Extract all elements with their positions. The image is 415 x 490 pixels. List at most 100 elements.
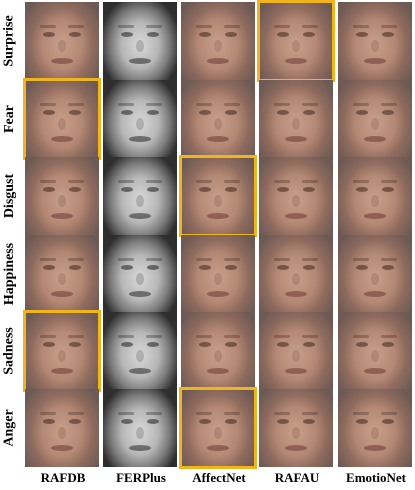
nose-shape — [136, 350, 144, 362]
nose-shape — [214, 273, 222, 285]
eye-shape — [382, 419, 394, 424]
face-disgust-ferplus — [103, 157, 177, 235]
nose-shape — [292, 195, 300, 207]
nose-shape — [214, 40, 222, 52]
nose-shape — [371, 118, 379, 130]
brow-shape — [381, 335, 397, 338]
nose-shape — [292, 273, 300, 285]
face-disgust-rafau — [259, 157, 333, 235]
face-sadness-affectnet — [181, 312, 255, 390]
eye-shape — [69, 265, 81, 270]
brow-shape — [274, 412, 290, 415]
brow-shape — [274, 335, 290, 338]
brow-shape — [146, 180, 162, 183]
eye-shape — [277, 265, 289, 270]
mouth-shape — [285, 58, 307, 64]
mouth-shape — [207, 136, 229, 142]
mouth-shape — [207, 291, 229, 297]
eye-shape — [147, 419, 159, 424]
brow-shape — [274, 103, 290, 106]
mouth-shape — [285, 368, 307, 374]
eye-shape — [356, 342, 368, 347]
eye-shape — [382, 265, 394, 270]
brow-shape — [381, 258, 397, 261]
brow-shape — [274, 25, 290, 28]
eye-shape — [303, 419, 315, 424]
eye-shape — [43, 32, 55, 37]
eye-shape — [69, 342, 81, 347]
eye-shape — [277, 110, 289, 115]
face-happiness-rafdb — [25, 235, 99, 313]
mouth-shape — [285, 445, 307, 451]
eye-shape — [147, 32, 159, 37]
mouth-shape — [207, 445, 229, 451]
brow-shape — [68, 412, 84, 415]
brow-shape — [118, 412, 134, 415]
face-fear-rafdb — [23, 78, 101, 160]
brow-shape — [68, 335, 84, 338]
eye-shape — [199, 110, 211, 115]
mouth-shape — [129, 368, 151, 374]
face-anger-ferplus — [103, 389, 177, 467]
row-label-surprise: Surprise — [2, 15, 17, 67]
brow-shape — [274, 258, 290, 261]
nose-shape — [214, 118, 222, 130]
nose-shape — [58, 118, 66, 130]
brow-shape — [274, 180, 290, 183]
row-label-disgust: Disgust — [2, 173, 18, 219]
brow-shape — [146, 258, 162, 261]
brow-shape — [68, 25, 84, 28]
eye-shape — [303, 342, 315, 347]
mouth-shape — [364, 445, 386, 451]
brow-shape — [353, 103, 369, 106]
brow-shape — [224, 335, 240, 338]
column-label-emotionet: EmotioNet — [346, 470, 406, 485]
brow-shape — [302, 412, 318, 415]
eye-shape — [147, 187, 159, 192]
face-anger-emotionet — [338, 389, 412, 467]
face-fear-affectnet — [181, 80, 255, 158]
column-label-ferplus: FERPlus — [116, 470, 166, 485]
brow-shape — [302, 335, 318, 338]
face-surprise-rafau — [257, 0, 335, 82]
eye-shape — [43, 419, 55, 424]
brow-shape — [40, 103, 56, 106]
face-surprise-emotionet — [338, 2, 412, 80]
mouth-shape — [129, 291, 151, 297]
nose-shape — [371, 350, 379, 362]
brow-shape — [353, 335, 369, 338]
nose-shape — [371, 195, 379, 207]
eye-shape — [382, 342, 394, 347]
brow-shape — [381, 180, 397, 183]
eye-shape — [303, 265, 315, 270]
eye-shape — [356, 265, 368, 270]
eye-shape — [69, 419, 81, 424]
face-sadness-rafdb — [23, 310, 101, 392]
face-sadness-rafau — [259, 312, 333, 390]
face-anger-rafau — [259, 389, 333, 467]
eye-shape — [277, 32, 289, 37]
eye-shape — [69, 187, 81, 192]
eye-shape — [225, 110, 237, 115]
nose-shape — [58, 350, 66, 362]
face-happiness-affectnet — [181, 235, 255, 313]
brow-shape — [224, 258, 240, 261]
eye-shape — [356, 32, 368, 37]
face-fear-emotionet — [338, 80, 412, 158]
face-sadness-emotionet — [338, 312, 412, 390]
nose-shape — [371, 427, 379, 439]
mouth-shape — [364, 213, 386, 219]
face-anger-rafdb — [25, 389, 99, 467]
mouth-shape — [285, 136, 307, 142]
nose-shape — [136, 273, 144, 285]
eye-shape — [43, 187, 55, 192]
eye-shape — [43, 342, 55, 347]
eye-shape — [382, 32, 394, 37]
brow-shape — [353, 180, 369, 183]
brow-shape — [68, 258, 84, 261]
brow-shape — [40, 412, 56, 415]
eye-shape — [199, 419, 211, 424]
nose-shape — [292, 40, 300, 52]
brow-shape — [381, 412, 397, 415]
brow-shape — [40, 180, 56, 183]
